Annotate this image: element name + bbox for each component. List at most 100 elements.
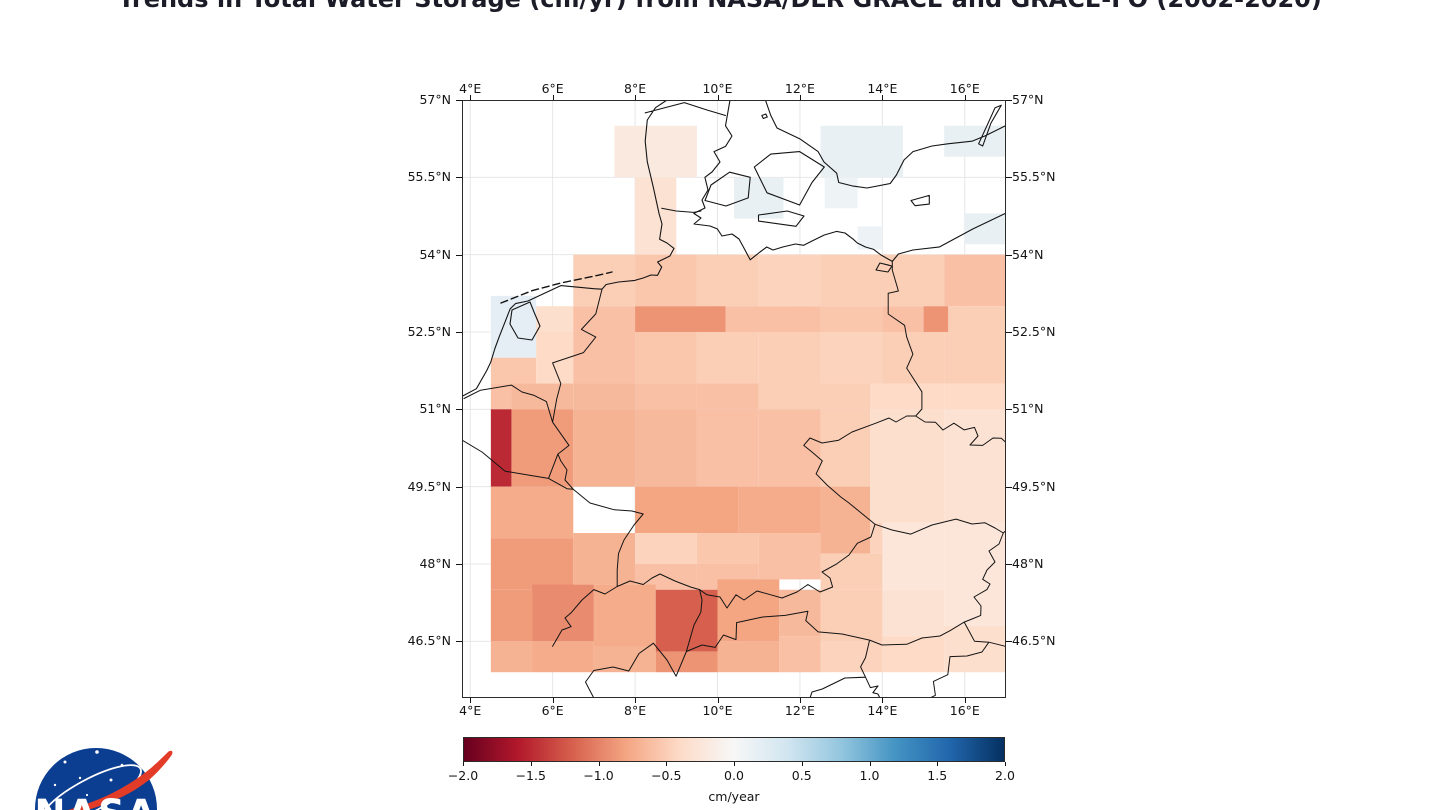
- map-cell: [532, 584, 594, 642]
- map-cell: [882, 306, 924, 332]
- colorbar-tick-mark: [734, 762, 735, 766]
- tick-mark: [552, 95, 554, 100]
- tick-mark: [456, 641, 462, 643]
- lat-tick-label-right: 55.5°N: [1012, 169, 1056, 185]
- map-cell: [490, 409, 512, 487]
- map-cell: [696, 254, 759, 307]
- map-cell: [717, 641, 780, 673]
- colorbar-tick-label: −1.0: [583, 768, 614, 783]
- tick-mark: [1006, 563, 1012, 565]
- map-plot: [462, 100, 1006, 698]
- tick-mark: [635, 95, 637, 100]
- lat-tick-label-left: 52.5°N: [407, 323, 451, 339]
- map-svg: [462, 100, 1006, 698]
- tick-mark: [717, 95, 719, 100]
- map-cell: [696, 383, 759, 410]
- map-cell: [635, 409, 697, 487]
- map-cell: [948, 306, 1006, 332]
- tick-mark: [717, 698, 719, 703]
- wadden-islands-dashed-path: [500, 271, 613, 304]
- map-cell: [593, 646, 656, 673]
- map-cell: [820, 409, 870, 487]
- map-cell: [635, 331, 697, 384]
- map-cell: [573, 533, 636, 585]
- nasa-logo-text: NASA: [35, 792, 158, 810]
- map-cell: [923, 306, 949, 332]
- lon-tick-label-top: 10°E: [702, 81, 733, 96]
- map-cell: [820, 383, 870, 410]
- nasa-logo-stars: [53, 750, 137, 797]
- lon-tick-label-bottom: 14°E: [867, 703, 898, 718]
- colorbar-label: cm/year: [708, 789, 760, 804]
- map-cell: [870, 522, 883, 554]
- tick-mark: [1006, 100, 1012, 101]
- map-cell: [758, 383, 821, 410]
- map-cell: [490, 538, 574, 590]
- tick-mark: [456, 100, 462, 101]
- tick-mark: [635, 698, 637, 703]
- map-cell: [696, 331, 759, 384]
- map-cell: [635, 533, 697, 564]
- nasa-logo-orbit: [40, 764, 142, 810]
- map-cell: [964, 213, 1006, 245]
- tick-mark: [964, 95, 966, 100]
- colorbar-tick-label: 2.0: [995, 768, 1015, 783]
- map-cell: [635, 177, 677, 255]
- lat-tick-label-left: 48°N: [419, 555, 451, 571]
- map-cell: [573, 254, 636, 307]
- colorbar-tick-mark: [463, 762, 464, 766]
- lat-tick-label-right: 49.5°N: [1012, 478, 1056, 494]
- lon-tick-label-top: 12°E: [784, 81, 815, 96]
- map-cell: [944, 625, 1006, 673]
- map-cell: [738, 486, 821, 534]
- colorbar-tick-mark: [530, 762, 532, 766]
- tick-mark: [1006, 641, 1012, 643]
- axes-frame: [462, 100, 1006, 698]
- map-cell: [490, 383, 512, 410]
- map-cell: [490, 589, 533, 642]
- map-cell: [725, 306, 821, 332]
- map-cell: [820, 254, 883, 307]
- tick-mark: [882, 95, 884, 100]
- map-cell: [870, 383, 945, 410]
- lon-tick-label-bottom: 6°E: [541, 703, 564, 718]
- map-cell: [511, 383, 574, 410]
- map-cell: [944, 383, 1006, 410]
- map-cell: [614, 125, 697, 178]
- tick-mark: [456, 563, 462, 565]
- lat-tick-label-left: 46.5°N: [407, 633, 451, 649]
- colorbar-tick-label: 1.5: [927, 768, 948, 783]
- figure-title: Trends in Total Water Storage (cm/yr) fr…: [0, 0, 1440, 13]
- map-cell: [882, 331, 945, 384]
- lon-tick-label-bottom: 10°E: [702, 703, 733, 718]
- map-cell: [820, 589, 883, 642]
- lat-tick-label-right: 46.5°N: [1012, 633, 1056, 649]
- map-cell: [882, 522, 945, 590]
- colorbar-tick-mark: [666, 762, 668, 766]
- lat-tick-label-right: 52.5°N: [1012, 323, 1056, 339]
- tick-mark: [470, 95, 472, 100]
- colorbar-tick-label: −1.5: [515, 768, 546, 783]
- map-cell: [820, 331, 883, 384]
- colorbar: [463, 737, 1005, 762]
- map-cell: [857, 226, 883, 250]
- colorbar-tick-mark: [937, 762, 939, 766]
- lon-tick-label-top: 4°E: [459, 81, 482, 96]
- map-cell: [490, 357, 537, 384]
- lon-tick-label-top: 8°E: [624, 81, 647, 96]
- map-cell: [758, 533, 821, 580]
- map-cell: [573, 383, 636, 410]
- map-cell: [573, 331, 636, 384]
- tick-mark: [456, 486, 462, 488]
- map-cell: [870, 409, 945, 523]
- colorbar-tick-label: −0.5: [651, 768, 682, 783]
- tick-mark: [470, 698, 472, 703]
- colorbar-tick-mark: [801, 762, 803, 766]
- lon-tick-label-bottom: 12°E: [784, 703, 815, 718]
- country-borders-path: [462, 207, 1006, 698]
- map-cell: [820, 306, 883, 332]
- lon-tick-label-top: 14°E: [867, 81, 898, 96]
- tick-mark: [456, 254, 462, 256]
- tick-mark: [456, 409, 462, 411]
